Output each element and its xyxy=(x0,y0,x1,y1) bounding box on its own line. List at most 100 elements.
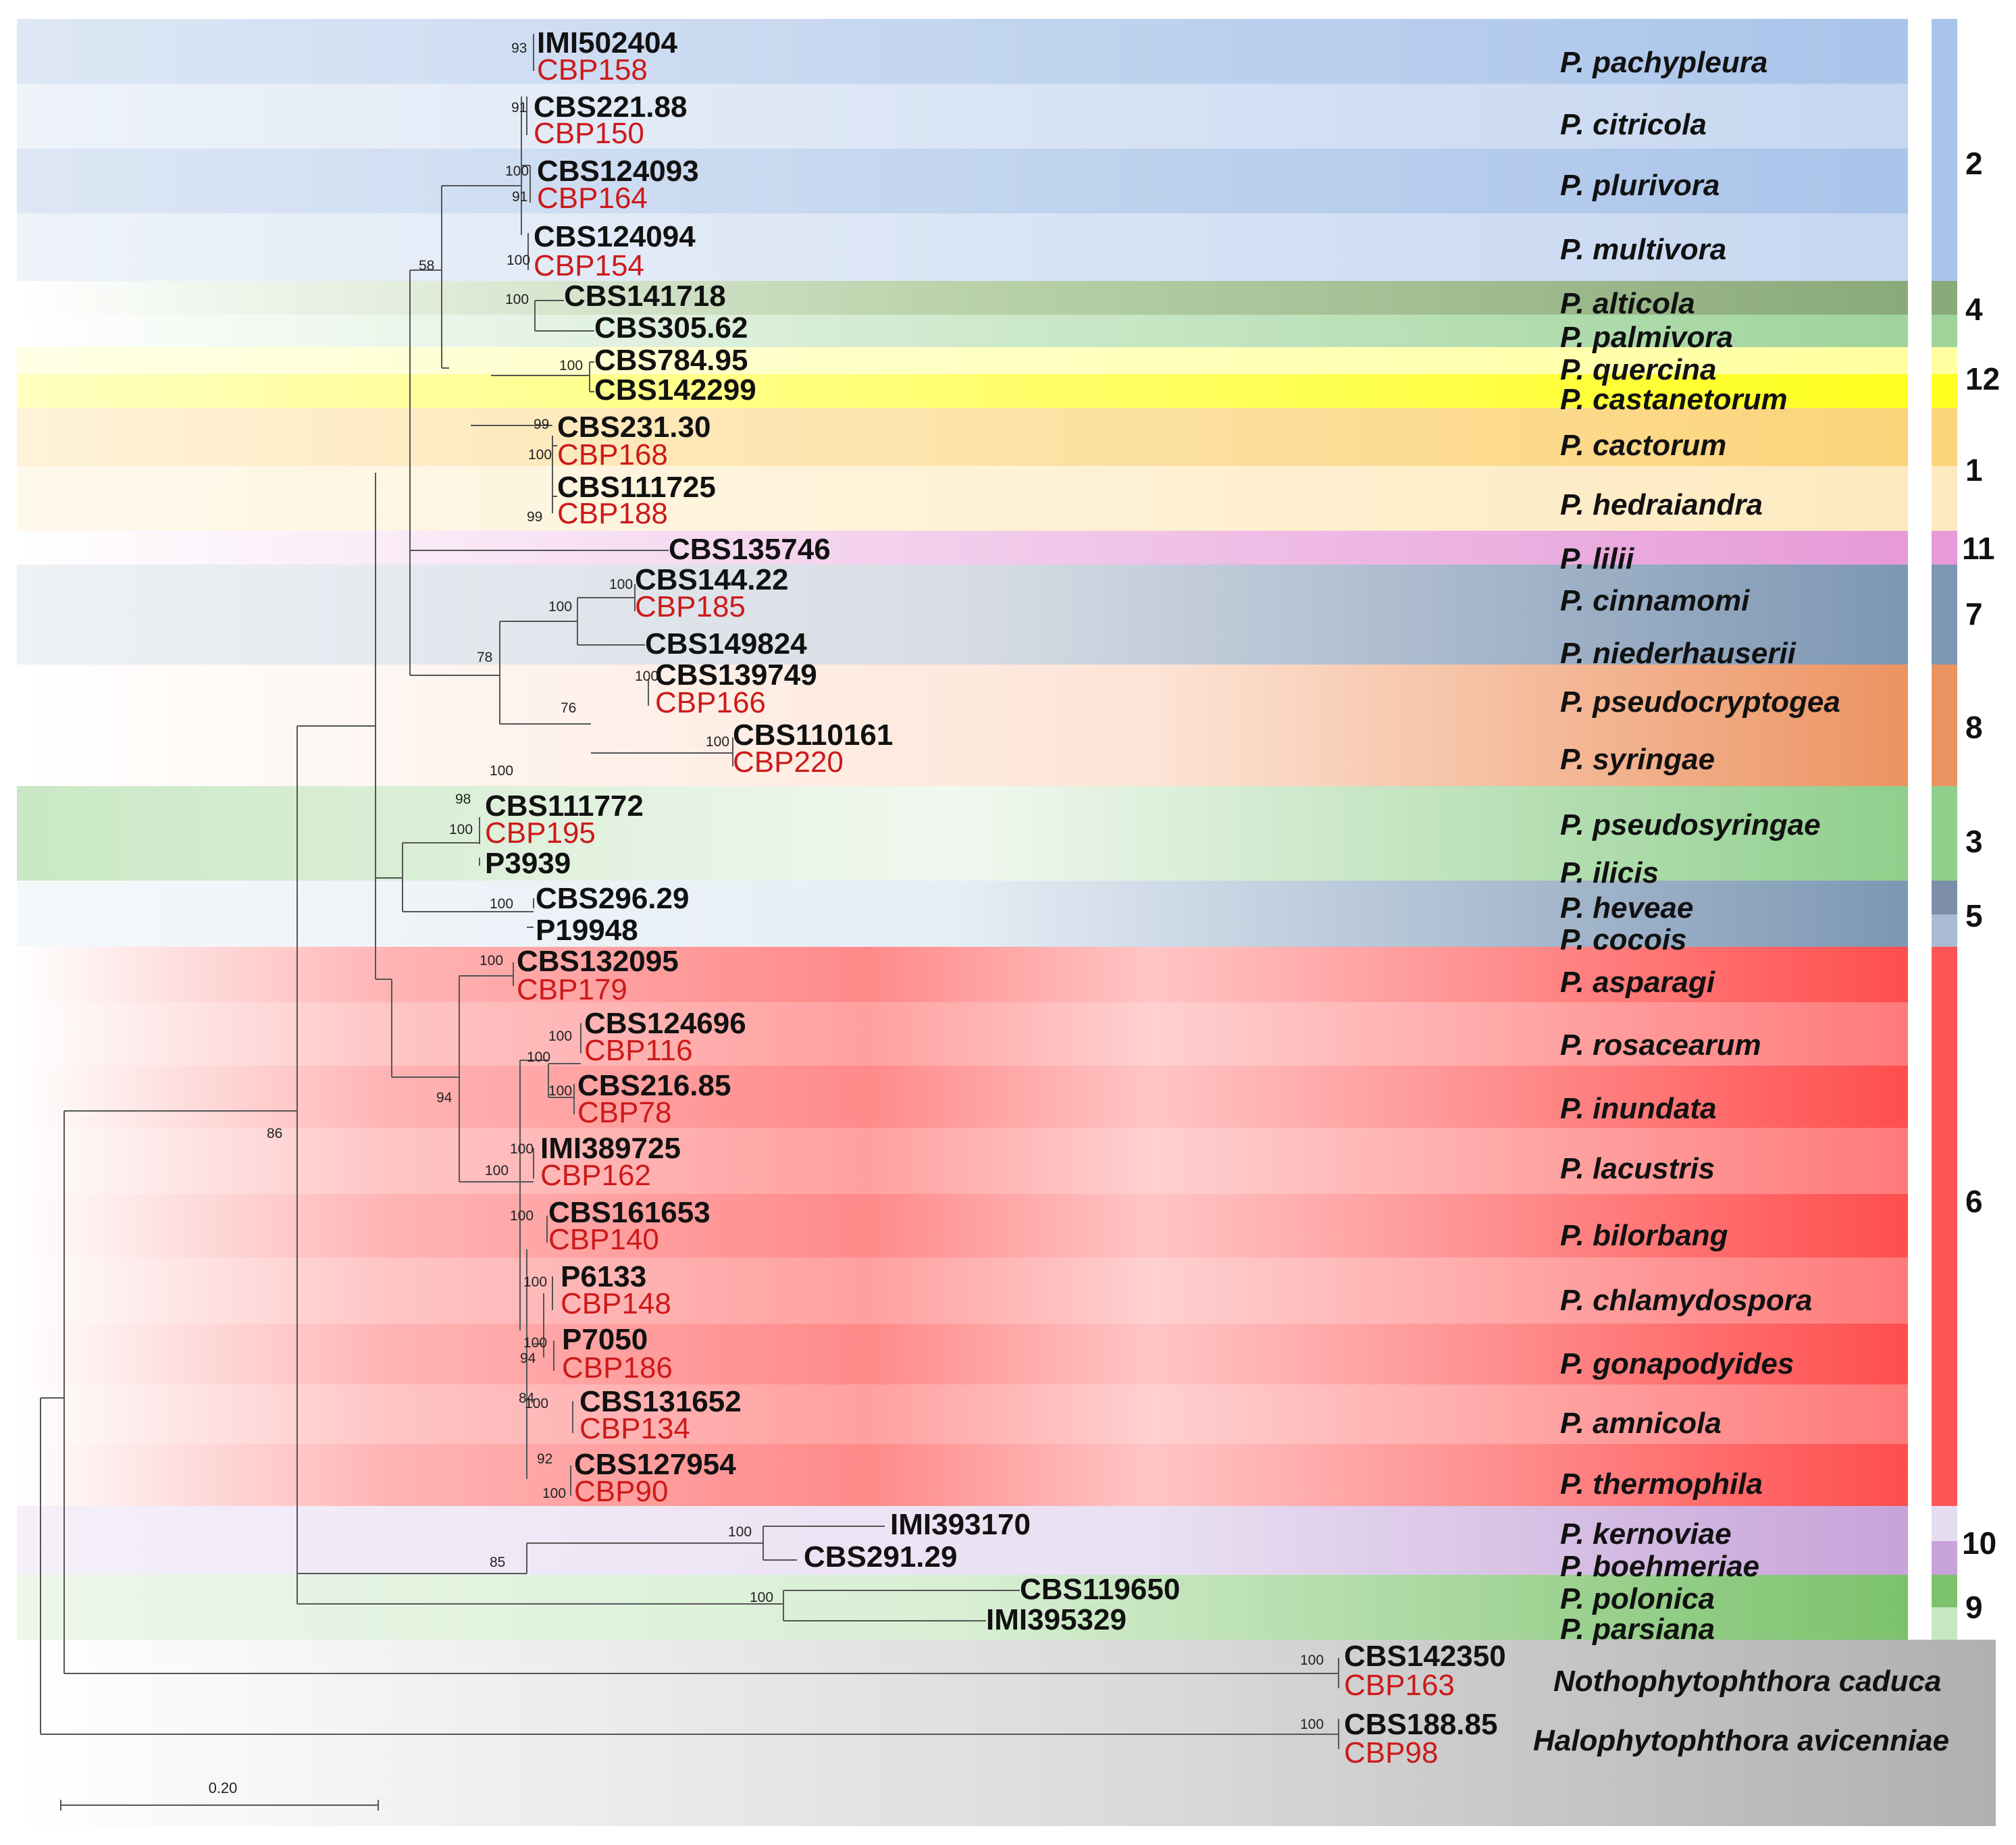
bootstrap-value: 100 xyxy=(1300,1653,1324,1668)
bootstrap-value: 100 xyxy=(510,1208,534,1224)
species-name: Nothophytophthora caduca xyxy=(1553,1665,1941,1698)
isolate-label: CBP168 xyxy=(557,438,668,471)
bootstrap-value: 100 xyxy=(507,253,530,268)
bootstrap-value: 91 xyxy=(511,100,527,115)
bootstrap-value: 94 xyxy=(520,1351,536,1366)
bootstrap-value: 86 xyxy=(267,1126,282,1141)
isolate-label: CBP78 xyxy=(577,1096,671,1129)
reference-strain-label: CBS296.29 xyxy=(536,882,689,915)
isolate-label: CBP134 xyxy=(579,1412,690,1445)
species-name: P. alticola xyxy=(1560,287,1695,320)
species-name: P. bilorbang xyxy=(1560,1219,1728,1252)
reference-strain-label: CBS124696 xyxy=(584,1007,746,1040)
reference-strain-label: P19948 xyxy=(536,914,638,947)
clade-number: 5 xyxy=(1965,898,1983,933)
species-name: P. multivora xyxy=(1560,233,1726,266)
bootstrap-value: 100 xyxy=(490,763,513,779)
isolate-label: CBP164 xyxy=(537,182,648,215)
isolate-label: CBP116 xyxy=(584,1034,693,1067)
bootstrap-value: 99 xyxy=(534,417,549,432)
species-names: P. pachypleura P. citricola P. plurivora P.… xyxy=(1533,46,1949,1757)
clade-number: 4 xyxy=(1965,292,1983,327)
reference-strain-label: CBS119650 xyxy=(1020,1573,1180,1606)
bootstrap-value: 58 xyxy=(419,258,434,274)
isolate-label: CBP148 xyxy=(561,1287,671,1320)
clade-number: 8 xyxy=(1965,710,1983,745)
species-name: P. polonica xyxy=(1560,1582,1715,1615)
bootstrap-value: 100 xyxy=(548,599,572,615)
species-name: P. pseudocryptogea xyxy=(1560,685,1840,719)
bootstrap-value: 100 xyxy=(548,1029,572,1044)
clade-strips xyxy=(1932,19,1957,1640)
reference-strain-label: P7050 xyxy=(562,1323,648,1356)
bootstrap-value: 99 xyxy=(527,509,542,525)
reference-strain-label: P3939 xyxy=(485,847,571,880)
reference-strain-label: CBS111725 xyxy=(557,471,716,504)
bootstrap-value: 100 xyxy=(505,163,529,179)
bootstrap-value: 100 xyxy=(635,669,658,684)
isolate-label: CBP90 xyxy=(574,1475,668,1508)
species-name: P. quercina xyxy=(1560,353,1717,386)
clade-number: 11 xyxy=(1962,531,1995,566)
clade-number: 2 xyxy=(1965,146,1983,181)
scale-bar: 0.20 xyxy=(60,1779,379,1811)
bootstrap-value: 91 xyxy=(512,189,527,205)
isolate-label: CBP98 xyxy=(1344,1736,1438,1769)
reference-strain-label: CBS216.85 xyxy=(577,1069,731,1102)
reference-strain-label: IMI393170 xyxy=(890,1508,1031,1541)
reference-strain-label: CBS149824 xyxy=(645,627,807,660)
reference-strain-label: CBS291.29 xyxy=(804,1540,957,1574)
scale-bar-label: 0.20 xyxy=(209,1779,238,1796)
species-name: P. castanetorum xyxy=(1560,383,1788,416)
species-name: P. pachypleura xyxy=(1560,46,1767,79)
bootstrap-value: 100 xyxy=(542,1486,566,1501)
bootstrap-value: 100 xyxy=(510,1141,534,1157)
bootstrap-value: 100 xyxy=(548,1083,572,1099)
taxa-labels: IMI502404CBP158CBS221.88CBP150CBS124093C… xyxy=(485,26,1506,1769)
bootstrap-value: 100 xyxy=(525,1396,548,1411)
bootstrap-value: 98 xyxy=(455,791,471,807)
reference-strain-label: IMI502404 xyxy=(537,26,677,59)
reference-strain-label: CBS144.22 xyxy=(635,563,788,596)
isolate-label: CBP166 xyxy=(655,686,766,719)
species-name: P. palmivora xyxy=(1560,321,1733,354)
species-name: P. parsiana xyxy=(1560,1613,1715,1646)
reference-strain-label: CBS110161 xyxy=(733,719,893,752)
clade-number: 3 xyxy=(1965,824,1983,859)
bootstrap-value: 100 xyxy=(728,1524,752,1540)
reference-strain-label: CBS131652 xyxy=(579,1385,742,1418)
clade-number: 9 xyxy=(1965,1590,1983,1625)
bootstrap-value: 100 xyxy=(490,896,513,912)
species-name: P. thermophila xyxy=(1560,1467,1763,1501)
species-name: P. niederhauserii xyxy=(1560,637,1797,670)
species-name: P. syringae xyxy=(1560,743,1715,776)
bootstrap-values: 93 91 100 91 100 58 100 100 99 100 99 100 100 78 76 100… xyxy=(267,41,1324,1732)
reference-strain-label: CBS135746 xyxy=(669,533,831,566)
branches xyxy=(40,34,1339,1749)
isolate-label: CBP154 xyxy=(534,249,644,282)
reference-strain-label: CBS161653 xyxy=(548,1196,710,1229)
isolate-label: CBP185 xyxy=(635,590,746,623)
species-name: P. inundata xyxy=(1560,1092,1716,1125)
isolate-label: CBP158 xyxy=(537,53,648,86)
bootstrap-value: 100 xyxy=(480,953,503,968)
species-name: P. citricola xyxy=(1560,108,1707,141)
bootstrap-value: 94 xyxy=(436,1090,453,1106)
bootstrap-value: 100 xyxy=(523,1335,547,1351)
scale-bar-line xyxy=(60,1800,379,1811)
reference-strain-label: CBS141718 xyxy=(564,280,726,313)
bootstrap-value: 100 xyxy=(527,1049,550,1065)
bootstrap-value: 100 xyxy=(528,447,552,463)
bootstrap-value: 100 xyxy=(449,822,473,837)
bootstrap-value: 100 xyxy=(1300,1717,1324,1732)
isolate-label: CBP140 xyxy=(548,1223,659,1256)
bootstrap-value: 92 xyxy=(537,1451,552,1467)
reference-strain-label: CBS221.88 xyxy=(534,90,687,124)
bootstrap-value: 84 xyxy=(519,1391,535,1406)
isolate-label: CBP150 xyxy=(534,117,644,150)
species-name: P. lilii xyxy=(1560,542,1634,575)
reference-strain-label: CBS142299 xyxy=(594,373,756,407)
clade-number: 7 xyxy=(1965,596,1983,631)
isolate-label: CBP188 xyxy=(557,497,668,530)
